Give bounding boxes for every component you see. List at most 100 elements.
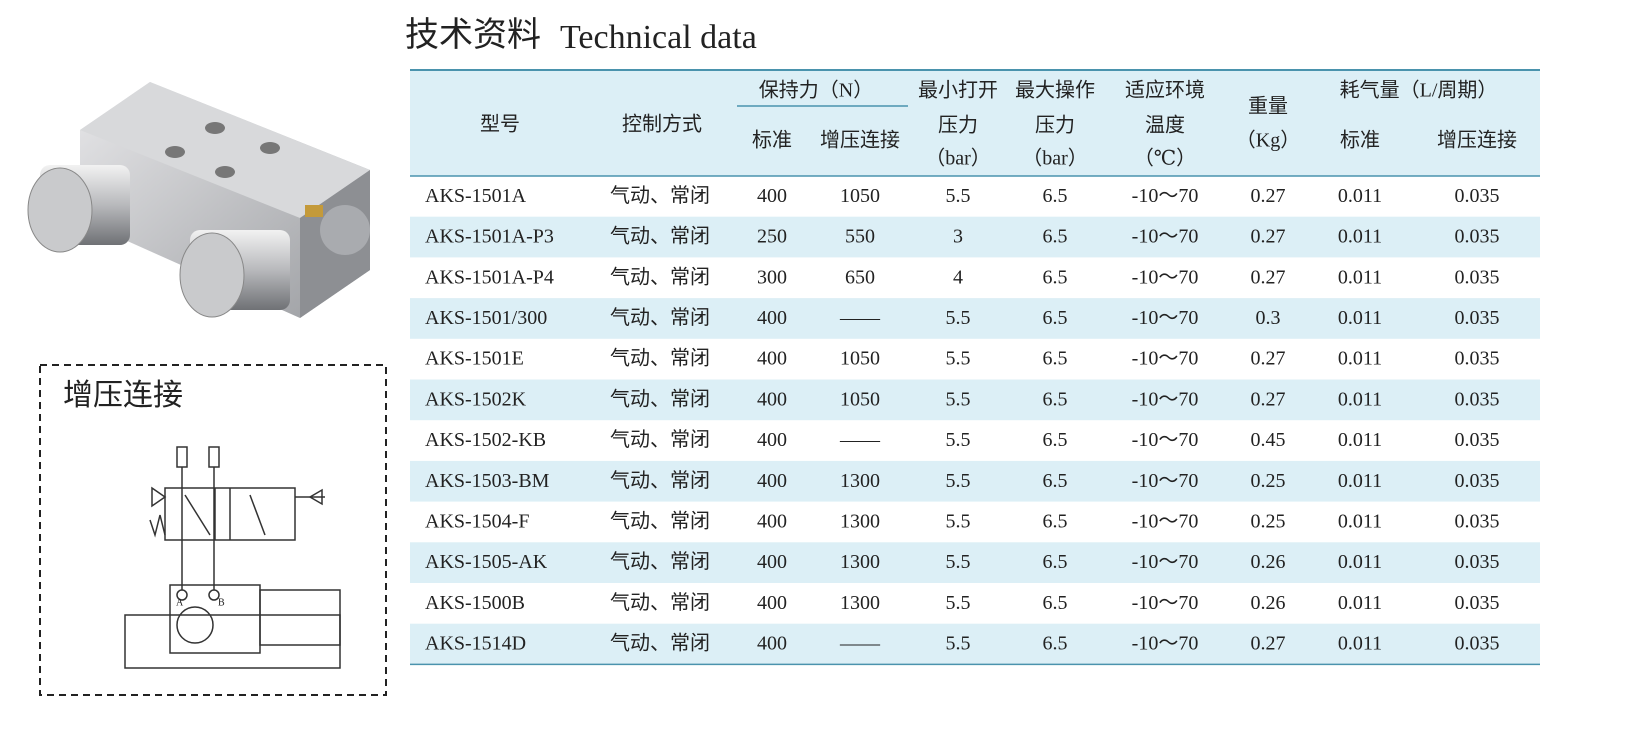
- cell: -10～70: [1132, 470, 1199, 492]
- cell: 550: [845, 226, 875, 248]
- cell: -10～70: [1132, 307, 1199, 329]
- cell: 0.011: [1338, 511, 1382, 533]
- cell: 气动、常闭: [610, 428, 710, 451]
- cell: 5.5: [946, 307, 971, 329]
- cell: 6.5: [1043, 633, 1068, 655]
- row-bg: [410, 623, 1540, 665]
- cell: AKS-1514D: [425, 633, 526, 655]
- column-header: 最小打开: [918, 79, 998, 102]
- row-bg: [410, 379, 1540, 421]
- cell: AKS-1501E: [425, 348, 524, 370]
- cell: 气动、常闭: [610, 184, 710, 207]
- cell: 0.035: [1455, 266, 1500, 288]
- cell: ——: [839, 429, 881, 451]
- sub-header: 标准: [752, 129, 792, 152]
- cell: 5.5: [946, 511, 971, 533]
- cell: 5.5: [946, 592, 971, 614]
- cell: 400: [757, 185, 787, 207]
- cell: AKS-1501A: [425, 185, 527, 207]
- row-bg: [410, 460, 1540, 502]
- cell: 6.5: [1043, 470, 1068, 492]
- cell: 0.011: [1338, 348, 1382, 370]
- column-header: （℃）: [1134, 147, 1196, 170]
- cell: 0.25: [1251, 511, 1286, 533]
- cell: AKS-1503-BM: [425, 470, 550, 492]
- header-bg: [410, 70, 1540, 176]
- cell: 6.5: [1043, 388, 1068, 410]
- cell: 5.5: [946, 429, 971, 451]
- cell: 1050: [840, 348, 880, 370]
- cell: 0.26: [1251, 592, 1286, 614]
- pneumatic-diagram: [124, 446, 341, 669]
- cell: -10～70: [1132, 633, 1199, 655]
- cell: AKS-1500B: [425, 592, 525, 614]
- cell: -10～70: [1132, 551, 1199, 573]
- column-header: 最大操作: [1015, 79, 1095, 102]
- cell: 0.035: [1455, 511, 1500, 533]
- cell: 0.011: [1338, 388, 1382, 410]
- cell: 0.035: [1455, 470, 1500, 492]
- cell: 1300: [840, 511, 880, 533]
- row-bg: [410, 216, 1540, 258]
- cell: 0.45: [1251, 429, 1286, 451]
- cell: 1300: [840, 551, 880, 573]
- cell: 5.5: [946, 185, 971, 207]
- cell: 400: [757, 429, 787, 451]
- cell: 0.011: [1338, 633, 1382, 655]
- cell: 0.035: [1455, 551, 1500, 573]
- group-header: 保持力（N）: [759, 79, 873, 102]
- column-header: 压力: [1035, 114, 1075, 137]
- cell: 6.5: [1043, 185, 1068, 207]
- cell: 0.27: [1251, 388, 1286, 410]
- inset-frame: [39, 364, 387, 696]
- cell: -10～70: [1132, 429, 1199, 451]
- column-header: 适应环境: [1125, 79, 1205, 102]
- column-header: （bar）: [1022, 147, 1088, 170]
- cell: 气动、常闭: [610, 591, 710, 614]
- cell: 1050: [840, 185, 880, 207]
- cell: 650: [845, 266, 875, 288]
- cell: 气动、常闭: [610, 306, 710, 329]
- cell: 0.035: [1455, 633, 1500, 655]
- cell: 400: [757, 307, 787, 329]
- cell: 0.035: [1455, 429, 1500, 451]
- cell: AKS-1501A-P3: [425, 226, 554, 248]
- cell: 气动、常闭: [610, 469, 710, 492]
- cell: 1050: [840, 388, 880, 410]
- cell: 6.5: [1043, 266, 1068, 288]
- inset-label: 增压连接: [63, 379, 183, 412]
- cell: 4: [953, 266, 963, 288]
- cell: 0.011: [1338, 185, 1382, 207]
- cell: 0.27: [1251, 348, 1286, 370]
- cell: 5.5: [946, 470, 971, 492]
- cell: 0.27: [1251, 633, 1286, 655]
- cell: 1300: [840, 592, 880, 614]
- cell: AKS-1502-KB: [425, 429, 546, 451]
- cell: ——: [839, 307, 881, 329]
- cell: 0.035: [1455, 307, 1500, 329]
- cell: AKS-1504-F: [425, 511, 529, 533]
- cell: 气动、常闭: [610, 225, 710, 248]
- cell: 气动、常闭: [610, 550, 710, 573]
- cell: -10～70: [1132, 185, 1199, 207]
- cell: 250: [757, 226, 787, 248]
- cell: 0.011: [1338, 266, 1382, 288]
- cell: -10～70: [1132, 226, 1199, 248]
- title-en: Technical data: [560, 19, 757, 56]
- cell: 0.27: [1251, 185, 1286, 207]
- cell: 0.035: [1455, 226, 1500, 248]
- cell: 400: [757, 633, 787, 655]
- sub-header: 增压连接: [820, 129, 900, 152]
- cell: 气动、常闭: [610, 632, 710, 655]
- column-header: 压力: [938, 114, 978, 137]
- cell: 400: [757, 388, 787, 410]
- cell: 5.5: [946, 633, 971, 655]
- sub-header: 增压连接: [1437, 129, 1517, 152]
- cell: 6.5: [1043, 307, 1068, 329]
- cell: 0.011: [1338, 592, 1382, 614]
- cell: 400: [757, 348, 787, 370]
- cell: AKS-1502K: [425, 388, 527, 410]
- cell: 0.035: [1455, 185, 1500, 207]
- cell: 400: [757, 592, 787, 614]
